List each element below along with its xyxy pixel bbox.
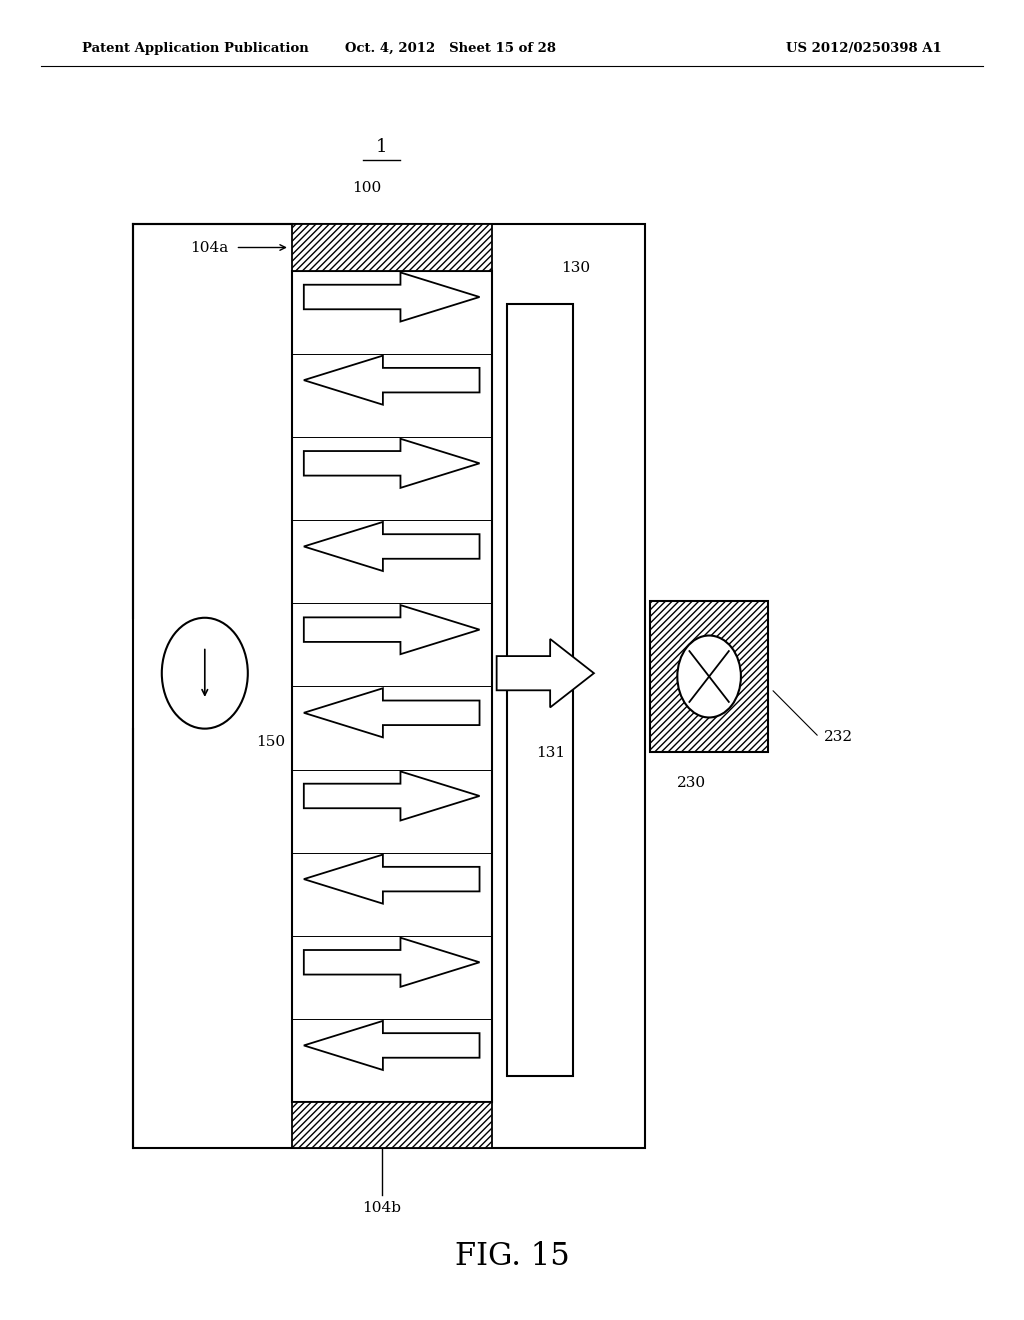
Polygon shape (304, 521, 479, 572)
Polygon shape (304, 771, 479, 821)
Polygon shape (304, 937, 479, 987)
Polygon shape (304, 688, 479, 738)
Text: Patent Application Publication: Patent Application Publication (82, 42, 308, 55)
Polygon shape (304, 438, 479, 488)
Polygon shape (304, 355, 479, 405)
Polygon shape (304, 1020, 479, 1071)
Bar (292, 224, 492, 271)
Polygon shape (304, 605, 479, 655)
Text: 104a: 104a (190, 240, 228, 255)
Text: 104b: 104b (362, 1201, 401, 1216)
Text: 130: 130 (561, 260, 590, 275)
Circle shape (162, 618, 248, 729)
Circle shape (677, 635, 741, 718)
Text: 150: 150 (256, 735, 285, 750)
Text: FIG. 15: FIG. 15 (455, 1241, 569, 1272)
Text: 1: 1 (376, 137, 387, 156)
Text: 230: 230 (677, 776, 706, 791)
Bar (507, 304, 573, 1076)
Text: 232: 232 (824, 730, 853, 744)
Text: Oct. 4, 2012   Sheet 15 of 28: Oct. 4, 2012 Sheet 15 of 28 (345, 42, 556, 55)
Bar (650, 601, 768, 752)
Polygon shape (304, 854, 479, 904)
Bar (292, 1102, 492, 1148)
Text: 131: 131 (536, 746, 565, 760)
Text: US 2012/0250398 A1: US 2012/0250398 A1 (786, 42, 942, 55)
Polygon shape (497, 639, 594, 708)
Bar (133, 224, 645, 1148)
Polygon shape (304, 272, 479, 322)
Text: 100: 100 (352, 181, 381, 195)
Bar (292, 271, 492, 1102)
